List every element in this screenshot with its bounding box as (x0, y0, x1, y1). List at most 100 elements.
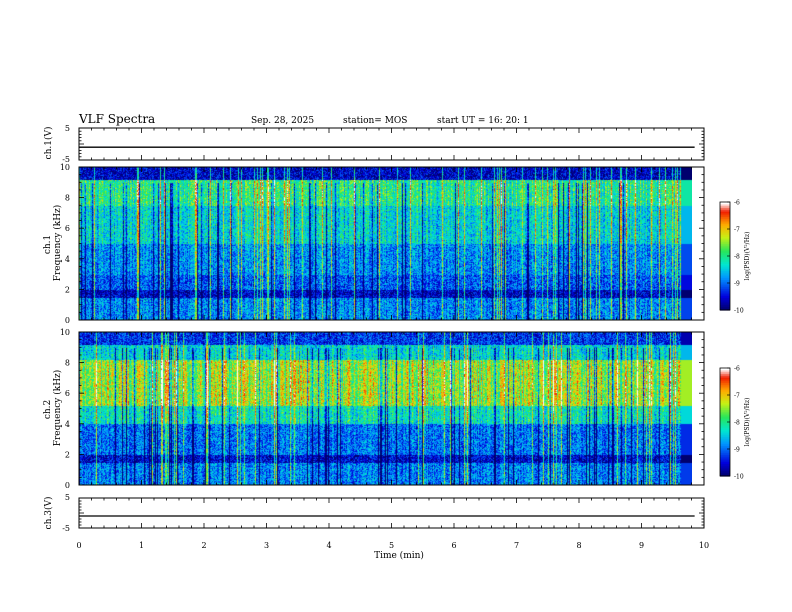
colorbar-band (720, 384, 730, 387)
colorbar-band (720, 239, 730, 243)
colorbar-band (720, 301, 730, 304)
x-tick-label: 10 (699, 541, 709, 550)
colorbar-band (720, 391, 730, 394)
station-label: station= MOS (343, 116, 407, 126)
colorbar-band (720, 266, 730, 270)
colorbar-band (720, 292, 730, 295)
colorbar-band (720, 449, 730, 452)
colorbar-band (720, 279, 730, 282)
spec-ytick-label: 4 (65, 255, 70, 264)
colorbar-band (720, 245, 730, 248)
ch1-colorbar: -6 -7 -8 -9 -10 log(PSD)(V²/Hz) (719, 200, 751, 315)
colorbar-band (720, 277, 730, 280)
colorbar-band (720, 465, 730, 468)
ch1-spec-ylabel-line2: Frequency (kHz) (52, 205, 63, 282)
colorbar-tick-label: -7 (734, 393, 740, 400)
spec-ytick-label: 6 (65, 389, 70, 398)
colorbar-band (720, 288, 730, 291)
colorbar-band (720, 304, 730, 307)
colorbar-band (720, 409, 730, 412)
spec-ytick-label: 0 (65, 481, 70, 490)
colorbar-band (720, 209, 730, 212)
ch1-spectrogram-image (79, 167, 692, 320)
ch2-spec-ylabel: ch.2 Frequency (kHz) (43, 370, 63, 447)
colorbar-band (720, 380, 730, 383)
colorbar-band (720, 425, 730, 428)
colorbar-band (720, 432, 730, 436)
colorbar-band (720, 377, 730, 380)
colorbar-band (720, 261, 730, 264)
colorbar-band (720, 293, 730, 297)
colorbar-band (720, 368, 730, 371)
colorbar-band (720, 400, 730, 403)
colorbar-band (720, 395, 730, 398)
colorbar-band (720, 211, 730, 214)
colorbar-band (720, 398, 730, 401)
date-label: Sep. 28, 2025 (251, 116, 314, 126)
spec-ytick-label: 6 (65, 224, 70, 233)
colorbar-band (720, 434, 730, 437)
x-tick-label: 1 (139, 541, 144, 550)
colorbar-band (720, 472, 730, 475)
colorbar-band (720, 454, 730, 457)
colorbar-band (720, 297, 730, 300)
spec-ytick-label: 10 (60, 163, 70, 172)
colorbar-band (720, 411, 730, 414)
colorbar-band (720, 205, 730, 208)
colorbar-band (720, 290, 730, 293)
ch2-spectrogram-panel: ch.2 Frequency (kHz) (43, 332, 692, 485)
colorbar-tick-label: -9 (734, 281, 740, 288)
colorbar-band (720, 402, 730, 405)
colorbar-band (720, 422, 730, 425)
colorbar-band (720, 214, 730, 217)
colorbar-band (720, 230, 730, 234)
colorbar-band (720, 423, 730, 427)
x-tick-label: 2 (201, 541, 206, 550)
colorbar-band (720, 248, 730, 252)
colorbar-band (720, 463, 730, 466)
x-tick-label: 7 (514, 541, 519, 550)
x-tick-label: 4 (326, 541, 331, 550)
colorbar-band (720, 270, 730, 273)
colorbar-tick-label: -8 (734, 254, 740, 261)
colorbar-band (720, 247, 730, 250)
colorbar-band (720, 257, 730, 261)
colorbar-band (720, 286, 730, 289)
colorbar-tick-label: -10 (734, 308, 744, 315)
colorbar-band (720, 470, 730, 473)
colorbar-band (720, 420, 730, 423)
colorbar-band (720, 393, 730, 396)
colorbar-band (720, 265, 730, 268)
colorbar-band (720, 450, 730, 454)
colorbar-band (720, 375, 730, 378)
panel-frames: 0 2 4 6 8 10 0 2 4 6 8 10 (60, 127, 705, 529)
x-tick-label: 8 (576, 541, 581, 550)
x-axis: 0 1 2 3 4 5 6 7 8 9 10 (76, 541, 709, 550)
colorbar-band (720, 295, 730, 298)
colorbar-band (720, 272, 730, 275)
colorbar-band (720, 373, 730, 376)
colorbar-band (720, 461, 730, 464)
spec-ytick-label: 2 (65, 285, 70, 294)
x-tick-label: 5 (389, 541, 394, 550)
spec-ytick-label: 4 (65, 420, 70, 429)
ch3-ytick-top: 5 (65, 493, 70, 502)
colorbar-tick-label: -10 (734, 474, 744, 481)
ch1-waveform-panel: ch.1(V) 5 -5 (43, 124, 695, 164)
ch3-waveform-panel: ch.3(V) 5 -5 (43, 493, 695, 533)
ch2-spec-ylabel-line2: Frequency (kHz) (52, 370, 63, 447)
colorbar-band (720, 268, 730, 271)
colorbar-band (720, 250, 730, 253)
ch2-spectrogram-image (79, 332, 692, 485)
colorbar-band (720, 308, 730, 311)
colorbar-band (720, 387, 730, 391)
colorbar-band (720, 274, 730, 277)
colorbar-band (720, 221, 730, 225)
spec-ytick-label: 2 (65, 450, 70, 459)
colorbar-tick-label: -6 (734, 200, 740, 207)
ch1-spec-ylabel: ch.1 Frequency (kHz) (43, 205, 63, 282)
colorbar-band (720, 283, 730, 286)
colorbar-tick-label: -8 (734, 420, 740, 427)
colorbar-band (720, 416, 730, 419)
colorbar-band (720, 405, 730, 409)
